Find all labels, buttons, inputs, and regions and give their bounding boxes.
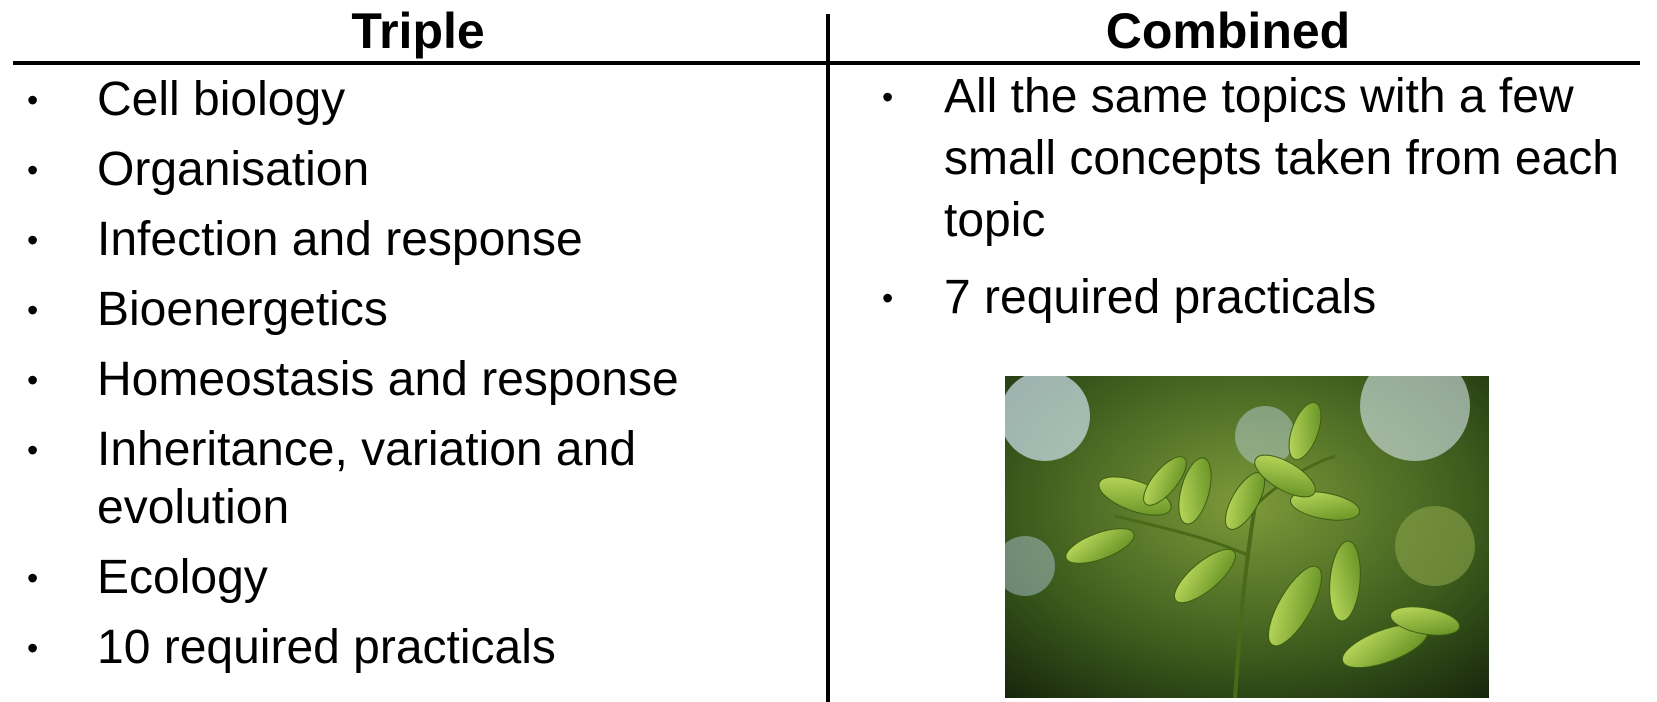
- bullet-list: Cell biology Organisation Infection and re…: [27, 71, 797, 689]
- column-heading: Combined: [1105, 3, 1351, 59]
- bullet-item: Inheritance, variation and evolution: [27, 421, 797, 537]
- bullet-item: All the same topics with a few small con…: [882, 66, 1649, 252]
- bullet-item: Bioenergetics: [27, 281, 797, 339]
- bullet-list: All the same topics with a few small con…: [882, 66, 1649, 344]
- bullet-item: 10 required practicals: [27, 619, 797, 677]
- column-heading: Triple: [351, 3, 485, 59]
- bullet-item: Homeostasis and response: [27, 351, 797, 409]
- bullet-item: Infection and response: [27, 211, 797, 269]
- bullet-item: Cell biology: [27, 71, 797, 129]
- bullet-item: Ecology: [27, 549, 797, 607]
- column-divider: [826, 14, 830, 702]
- bullet-item: Organisation: [27, 141, 797, 199]
- leaf-photo: [1005, 376, 1489, 698]
- bullet-item: 7 required practicals: [882, 267, 1649, 329]
